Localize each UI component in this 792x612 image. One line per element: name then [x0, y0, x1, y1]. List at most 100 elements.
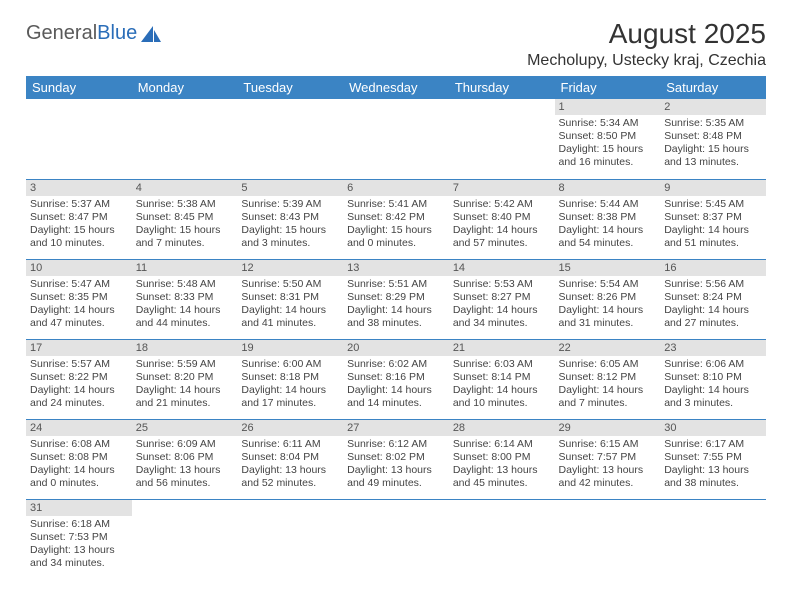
day-line: Daylight: 14 hours — [664, 384, 762, 397]
logo: GeneralBlue — [26, 18, 163, 45]
day-details: Sunrise: 6:14 AMSunset: 8:00 PMDaylight:… — [449, 436, 555, 494]
day-line: and 56 minutes. — [136, 477, 234, 490]
day-line: and 45 minutes. — [453, 477, 551, 490]
calendar-day-cell: 26Sunrise: 6:11 AMSunset: 8:04 PMDayligh… — [237, 419, 343, 499]
calendar-day-cell — [555, 499, 661, 579]
day-line: Sunrise: 6:08 AM — [30, 438, 128, 451]
calendar-day-cell: 2Sunrise: 5:35 AMSunset: 8:48 PMDaylight… — [660, 99, 766, 179]
day-line: Daylight: 14 hours — [241, 384, 339, 397]
day-line: Sunrise: 5:39 AM — [241, 198, 339, 211]
day-details: Sunrise: 6:12 AMSunset: 8:02 PMDaylight:… — [343, 436, 449, 494]
day-line: Sunset: 8:06 PM — [136, 451, 234, 464]
day-line: and 27 minutes. — [664, 317, 762, 330]
day-line: and 34 minutes. — [30, 557, 128, 570]
day-line: Sunset: 8:40 PM — [453, 211, 551, 224]
day-line: Sunrise: 5:44 AM — [559, 198, 657, 211]
day-number: 11 — [132, 260, 238, 276]
day-line: Sunrise: 6:11 AM — [241, 438, 339, 451]
day-line: and 0 minutes. — [347, 237, 445, 250]
day-details: Sunrise: 5:53 AMSunset: 8:27 PMDaylight:… — [449, 276, 555, 334]
day-details: Sunrise: 6:11 AMSunset: 8:04 PMDaylight:… — [237, 436, 343, 494]
day-number: 25 — [132, 420, 238, 436]
day-line: Sunset: 8:26 PM — [559, 291, 657, 304]
calendar-day-cell — [343, 499, 449, 579]
day-number: 2 — [660, 99, 766, 115]
calendar-day-cell: 25Sunrise: 6:09 AMSunset: 8:06 PMDayligh… — [132, 419, 238, 499]
day-line: Sunrise: 5:34 AM — [559, 117, 657, 130]
day-number: 26 — [237, 420, 343, 436]
day-line: and 54 minutes. — [559, 237, 657, 250]
calendar-day-cell: 8Sunrise: 5:44 AMSunset: 8:38 PMDaylight… — [555, 179, 661, 259]
calendar-week-row: 3Sunrise: 5:37 AMSunset: 8:47 PMDaylight… — [26, 179, 766, 259]
day-number: 9 — [660, 180, 766, 196]
day-line: and 49 minutes. — [347, 477, 445, 490]
day-line: Sunset: 8:29 PM — [347, 291, 445, 304]
day-line: Daylight: 13 hours — [453, 464, 551, 477]
logo-text-1: General — [26, 22, 97, 45]
day-details: Sunrise: 5:51 AMSunset: 8:29 PMDaylight:… — [343, 276, 449, 334]
day-line: Sunset: 8:47 PM — [30, 211, 128, 224]
day-header: Wednesday — [343, 76, 449, 99]
day-line: Sunrise: 6:02 AM — [347, 358, 445, 371]
day-line: Sunset: 8:22 PM — [30, 371, 128, 384]
day-line: Sunset: 8:35 PM — [30, 291, 128, 304]
day-line: and 51 minutes. — [664, 237, 762, 250]
day-line: and 10 minutes. — [453, 397, 551, 410]
day-number: 4 — [132, 180, 238, 196]
day-line: and 47 minutes. — [30, 317, 128, 330]
day-line: Sunrise: 6:18 AM — [30, 518, 128, 531]
day-line: Sunrise: 6:05 AM — [559, 358, 657, 371]
day-number: 15 — [555, 260, 661, 276]
calendar-day-cell: 13Sunrise: 5:51 AMSunset: 8:29 PMDayligh… — [343, 259, 449, 339]
calendar-day-cell — [237, 99, 343, 179]
calendar-day-cell: 6Sunrise: 5:41 AMSunset: 8:42 PMDaylight… — [343, 179, 449, 259]
day-line: Sunrise: 5:48 AM — [136, 278, 234, 291]
day-line: Daylight: 15 hours — [136, 224, 234, 237]
calendar-day-cell — [449, 499, 555, 579]
day-line: Daylight: 13 hours — [347, 464, 445, 477]
day-details: Sunrise: 5:37 AMSunset: 8:47 PMDaylight:… — [26, 196, 132, 254]
day-line: Daylight: 13 hours — [559, 464, 657, 477]
page-header: GeneralBlue August 2025 Mecholupy, Ustec… — [26, 18, 766, 70]
calendar-day-cell: 22Sunrise: 6:05 AMSunset: 8:12 PMDayligh… — [555, 339, 661, 419]
day-line: Sunset: 8:16 PM — [347, 371, 445, 384]
day-details: Sunrise: 5:41 AMSunset: 8:42 PMDaylight:… — [343, 196, 449, 254]
day-line: Daylight: 15 hours — [241, 224, 339, 237]
day-line: Sunset: 8:08 PM — [30, 451, 128, 464]
calendar-day-cell: 29Sunrise: 6:15 AMSunset: 7:57 PMDayligh… — [555, 419, 661, 499]
calendar-table: Sunday Monday Tuesday Wednesday Thursday… — [26, 76, 766, 579]
day-line: Daylight: 14 hours — [453, 224, 551, 237]
calendar-day-cell — [237, 499, 343, 579]
day-number: 21 — [449, 340, 555, 356]
day-line: Sunset: 8:38 PM — [559, 211, 657, 224]
day-line: Sunset: 8:48 PM — [664, 130, 762, 143]
day-number: 29 — [555, 420, 661, 436]
day-line: Daylight: 14 hours — [30, 464, 128, 477]
calendar-day-cell: 5Sunrise: 5:39 AMSunset: 8:43 PMDaylight… — [237, 179, 343, 259]
day-line: Daylight: 14 hours — [664, 304, 762, 317]
day-details: Sunrise: 6:09 AMSunset: 8:06 PMDaylight:… — [132, 436, 238, 494]
calendar-day-cell: 4Sunrise: 5:38 AMSunset: 8:45 PMDaylight… — [132, 179, 238, 259]
logo-sail-icon — [139, 24, 163, 44]
day-line: and 13 minutes. — [664, 156, 762, 169]
calendar-day-cell — [132, 99, 238, 179]
calendar-day-cell: 27Sunrise: 6:12 AMSunset: 8:02 PMDayligh… — [343, 419, 449, 499]
day-number: 12 — [237, 260, 343, 276]
day-line: and 38 minutes. — [664, 477, 762, 490]
day-header: Monday — [132, 76, 238, 99]
calendar-day-cell: 17Sunrise: 5:57 AMSunset: 8:22 PMDayligh… — [26, 339, 132, 419]
day-line: Sunset: 8:04 PM — [241, 451, 339, 464]
day-details: Sunrise: 5:54 AMSunset: 8:26 PMDaylight:… — [555, 276, 661, 334]
calendar-day-cell — [660, 499, 766, 579]
calendar-day-cell: 14Sunrise: 5:53 AMSunset: 8:27 PMDayligh… — [449, 259, 555, 339]
day-line: and 31 minutes. — [559, 317, 657, 330]
day-line: and 34 minutes. — [453, 317, 551, 330]
day-details: Sunrise: 5:57 AMSunset: 8:22 PMDaylight:… — [26, 356, 132, 414]
day-line: Sunrise: 5:38 AM — [136, 198, 234, 211]
day-details: Sunrise: 5:50 AMSunset: 8:31 PMDaylight:… — [237, 276, 343, 334]
day-line: Sunset: 8:18 PM — [241, 371, 339, 384]
day-line: Sunset: 7:57 PM — [559, 451, 657, 464]
calendar-day-cell — [449, 99, 555, 179]
day-details: Sunrise: 5:59 AMSunset: 8:20 PMDaylight:… — [132, 356, 238, 414]
day-line: Sunset: 8:50 PM — [559, 130, 657, 143]
